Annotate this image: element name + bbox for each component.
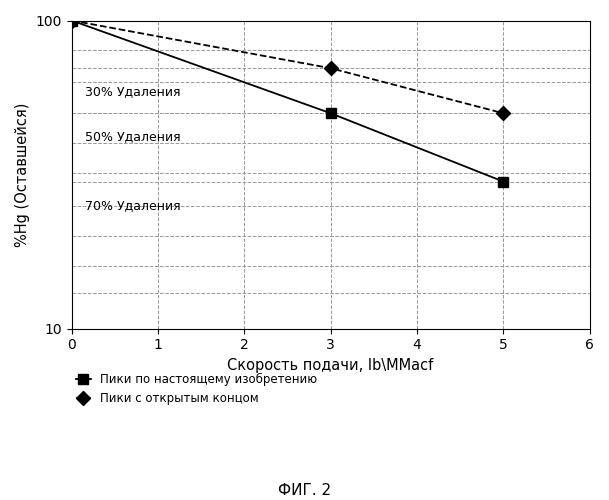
Line: Пики с открытым концом: Пики с открытым концом (67, 16, 508, 118)
Text: 30% Удаления: 30% Удаления (85, 86, 180, 98)
Пики с открытым концом (499, 110, 507, 116)
Y-axis label: %Hg (Оставшейся): %Hg (Оставшейся) (15, 102, 30, 247)
Пики по настоящему изобретению (327, 110, 334, 116)
Пики по настоящему изобретению (68, 18, 76, 24)
X-axis label: Скорость подачи, lb\MMacf: Скорость подачи, lb\MMacf (228, 358, 434, 373)
Line: Пики по настоящему изобретению: Пики по настоящему изобретению (67, 16, 508, 186)
Пики с открытым концом (327, 65, 334, 71)
Пики по настоящему изобретению (499, 178, 507, 184)
Text: ФИГ. 2: ФИГ. 2 (278, 483, 331, 498)
Пики с открытым концом (68, 18, 76, 24)
Text: 70% Удаления: 70% Удаления (85, 198, 180, 211)
Legend: Пики по настоящему изобретению, Пики с открытым концом: Пики по настоящему изобретению, Пики с о… (72, 368, 322, 410)
Text: 50% Удаления: 50% Удаления (85, 130, 180, 143)
